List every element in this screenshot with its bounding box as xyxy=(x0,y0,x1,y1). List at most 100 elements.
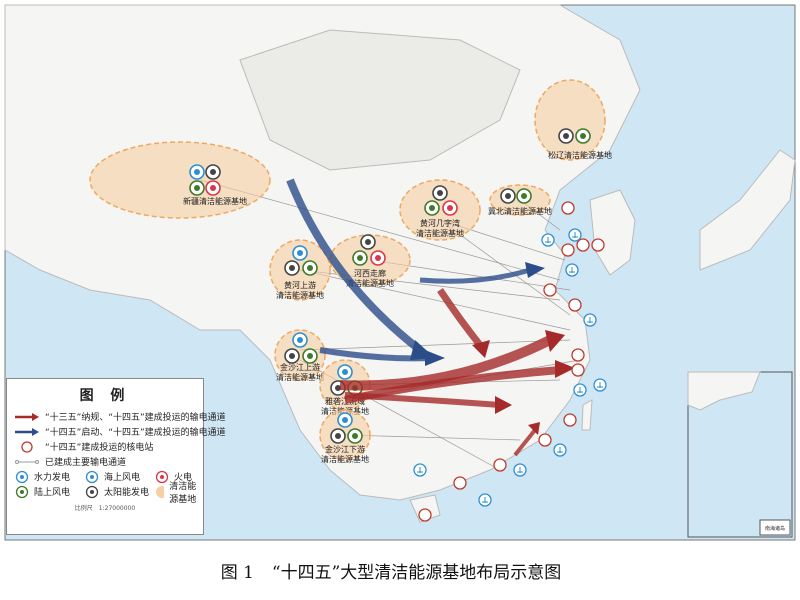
nuclear-station-icon xyxy=(571,363,585,377)
energy-base: 松辽清洁能源基地 xyxy=(534,79,612,161)
hydro-icon xyxy=(15,470,29,483)
energy-base: 冀北清洁能源基地 xyxy=(488,184,552,216)
base-label: 金沙江下游 xyxy=(325,444,365,454)
transmission-arrow xyxy=(437,288,483,348)
base-label: 河西走廊 xyxy=(354,268,386,278)
solar-icon xyxy=(205,164,221,180)
arrowhead xyxy=(472,340,490,358)
nuclear-station-icon xyxy=(576,238,590,252)
legend-hydro: 水力发电 xyxy=(15,469,85,484)
base-area xyxy=(399,179,481,241)
hydro-icon xyxy=(292,245,308,261)
offshore-wind-icon xyxy=(583,313,597,327)
solar-icon xyxy=(330,428,346,444)
hydro-icon xyxy=(337,364,353,380)
nuclear-station-icon xyxy=(561,243,575,257)
wind-icon xyxy=(516,188,532,204)
solar-icon xyxy=(432,185,448,201)
transmission-arrow xyxy=(419,267,531,284)
legend-blue-arrow: “十四五”启动、“十四五”建成投运的输电通道 xyxy=(7,424,226,439)
existing-line xyxy=(299,339,571,351)
wind-icon xyxy=(302,348,318,364)
transmission-arrow xyxy=(344,392,501,408)
arrowhead xyxy=(425,350,445,366)
wind-icon xyxy=(424,200,440,216)
taiwan-landmass xyxy=(581,399,593,431)
legend-existing-line: 已建成主要输电通道 xyxy=(7,454,203,469)
legend-thermal: 火电 xyxy=(155,469,205,484)
energy-base: 新疆清洁能源基地 xyxy=(89,141,271,219)
wind-icon xyxy=(575,128,591,144)
nuclear-icon xyxy=(21,440,33,453)
nuclear-station-icon xyxy=(493,458,507,472)
base-label: 清洁能源基地 xyxy=(346,278,394,288)
nuclear-station-icon xyxy=(563,413,577,427)
wind-icon xyxy=(189,180,205,196)
base-label: 清洁能源基地 xyxy=(276,290,324,300)
hydro-icon xyxy=(337,412,353,428)
transmission-arrow xyxy=(286,178,423,354)
offshore-wind-icon xyxy=(593,378,607,392)
base-label: 雅砻江流域 xyxy=(325,396,365,406)
solar-icon xyxy=(284,348,300,364)
solar-icon xyxy=(500,188,516,204)
hydro-icon xyxy=(292,332,308,348)
nuclear-station-icon xyxy=(591,238,605,252)
legend-solar: 太阳能发电 xyxy=(85,484,155,499)
arrowhead xyxy=(525,262,545,278)
figure-caption: 图 1 “十四五”大型清洁能源基地布局示意图 xyxy=(0,558,800,583)
base-label: 黄河上游 xyxy=(284,280,316,290)
offshore-wind-icon xyxy=(478,493,492,507)
wind-icon xyxy=(347,428,363,444)
offshore-wind-icon xyxy=(413,463,427,477)
nuclear-station-icon xyxy=(543,283,557,297)
base-label: 清洁能源基地 xyxy=(416,228,464,238)
legend-title: 图 例 xyxy=(79,388,131,404)
solar-icon xyxy=(284,260,300,276)
legend-onshore-wind: 陆上风电 xyxy=(15,484,85,499)
base-area xyxy=(89,141,271,219)
nuclear-station-icon xyxy=(538,433,552,447)
legend: 图 例 “十三五”纳规、“十四五”建成投运的输电通道 “十四五”启动、“十四五”… xyxy=(6,378,226,535)
legend-base-area: 清洁能源基地 xyxy=(155,482,205,505)
nuclear-station-icon xyxy=(571,348,585,362)
thermal-icon xyxy=(442,200,458,216)
base-area-icon xyxy=(156,485,165,498)
mongolia-area xyxy=(239,29,521,171)
transmission-arrow xyxy=(339,335,553,391)
japan-landmass xyxy=(699,149,796,271)
nuclear-station-icon xyxy=(418,508,432,522)
nuclear-station-icon xyxy=(568,298,582,312)
arrowhead xyxy=(528,422,540,435)
solar-icon xyxy=(85,485,99,498)
base-label: 金沙江上游 xyxy=(280,362,320,372)
offshore-wind-icon xyxy=(513,463,527,477)
offshore-wind-icon xyxy=(573,383,587,397)
base-label: 松辽清洁能源基地 xyxy=(548,150,612,160)
inset-title: 南海诸岛 xyxy=(765,525,785,532)
offshore-wind-icon xyxy=(553,443,567,457)
base-label: 新疆清洁能源基地 xyxy=(183,196,247,206)
figure-number: 图 1 xyxy=(220,563,254,583)
solar-icon xyxy=(558,128,574,144)
arrowhead xyxy=(495,396,512,414)
base-label: 清洁能源基地 xyxy=(276,372,324,382)
arrowhead xyxy=(555,360,575,378)
transmission-arrow xyxy=(513,428,537,457)
thermal-icon xyxy=(155,470,169,483)
planned-transmission-arrows xyxy=(286,178,575,457)
legend-offshore-wind: 海上风电 xyxy=(85,469,155,484)
thermal-icon xyxy=(370,250,386,266)
solar-icon xyxy=(360,234,376,250)
onshore-wind-icon xyxy=(15,485,29,498)
nuclear-station-icon xyxy=(561,201,575,215)
offshore-wind-icon xyxy=(85,470,99,483)
hydro-icon xyxy=(189,164,205,180)
legend-red-arrow: “十三五”纳规、“十四五”建成投运的输电通道 xyxy=(7,409,226,424)
base-label: 冀北清洁能源基地 xyxy=(488,206,552,216)
